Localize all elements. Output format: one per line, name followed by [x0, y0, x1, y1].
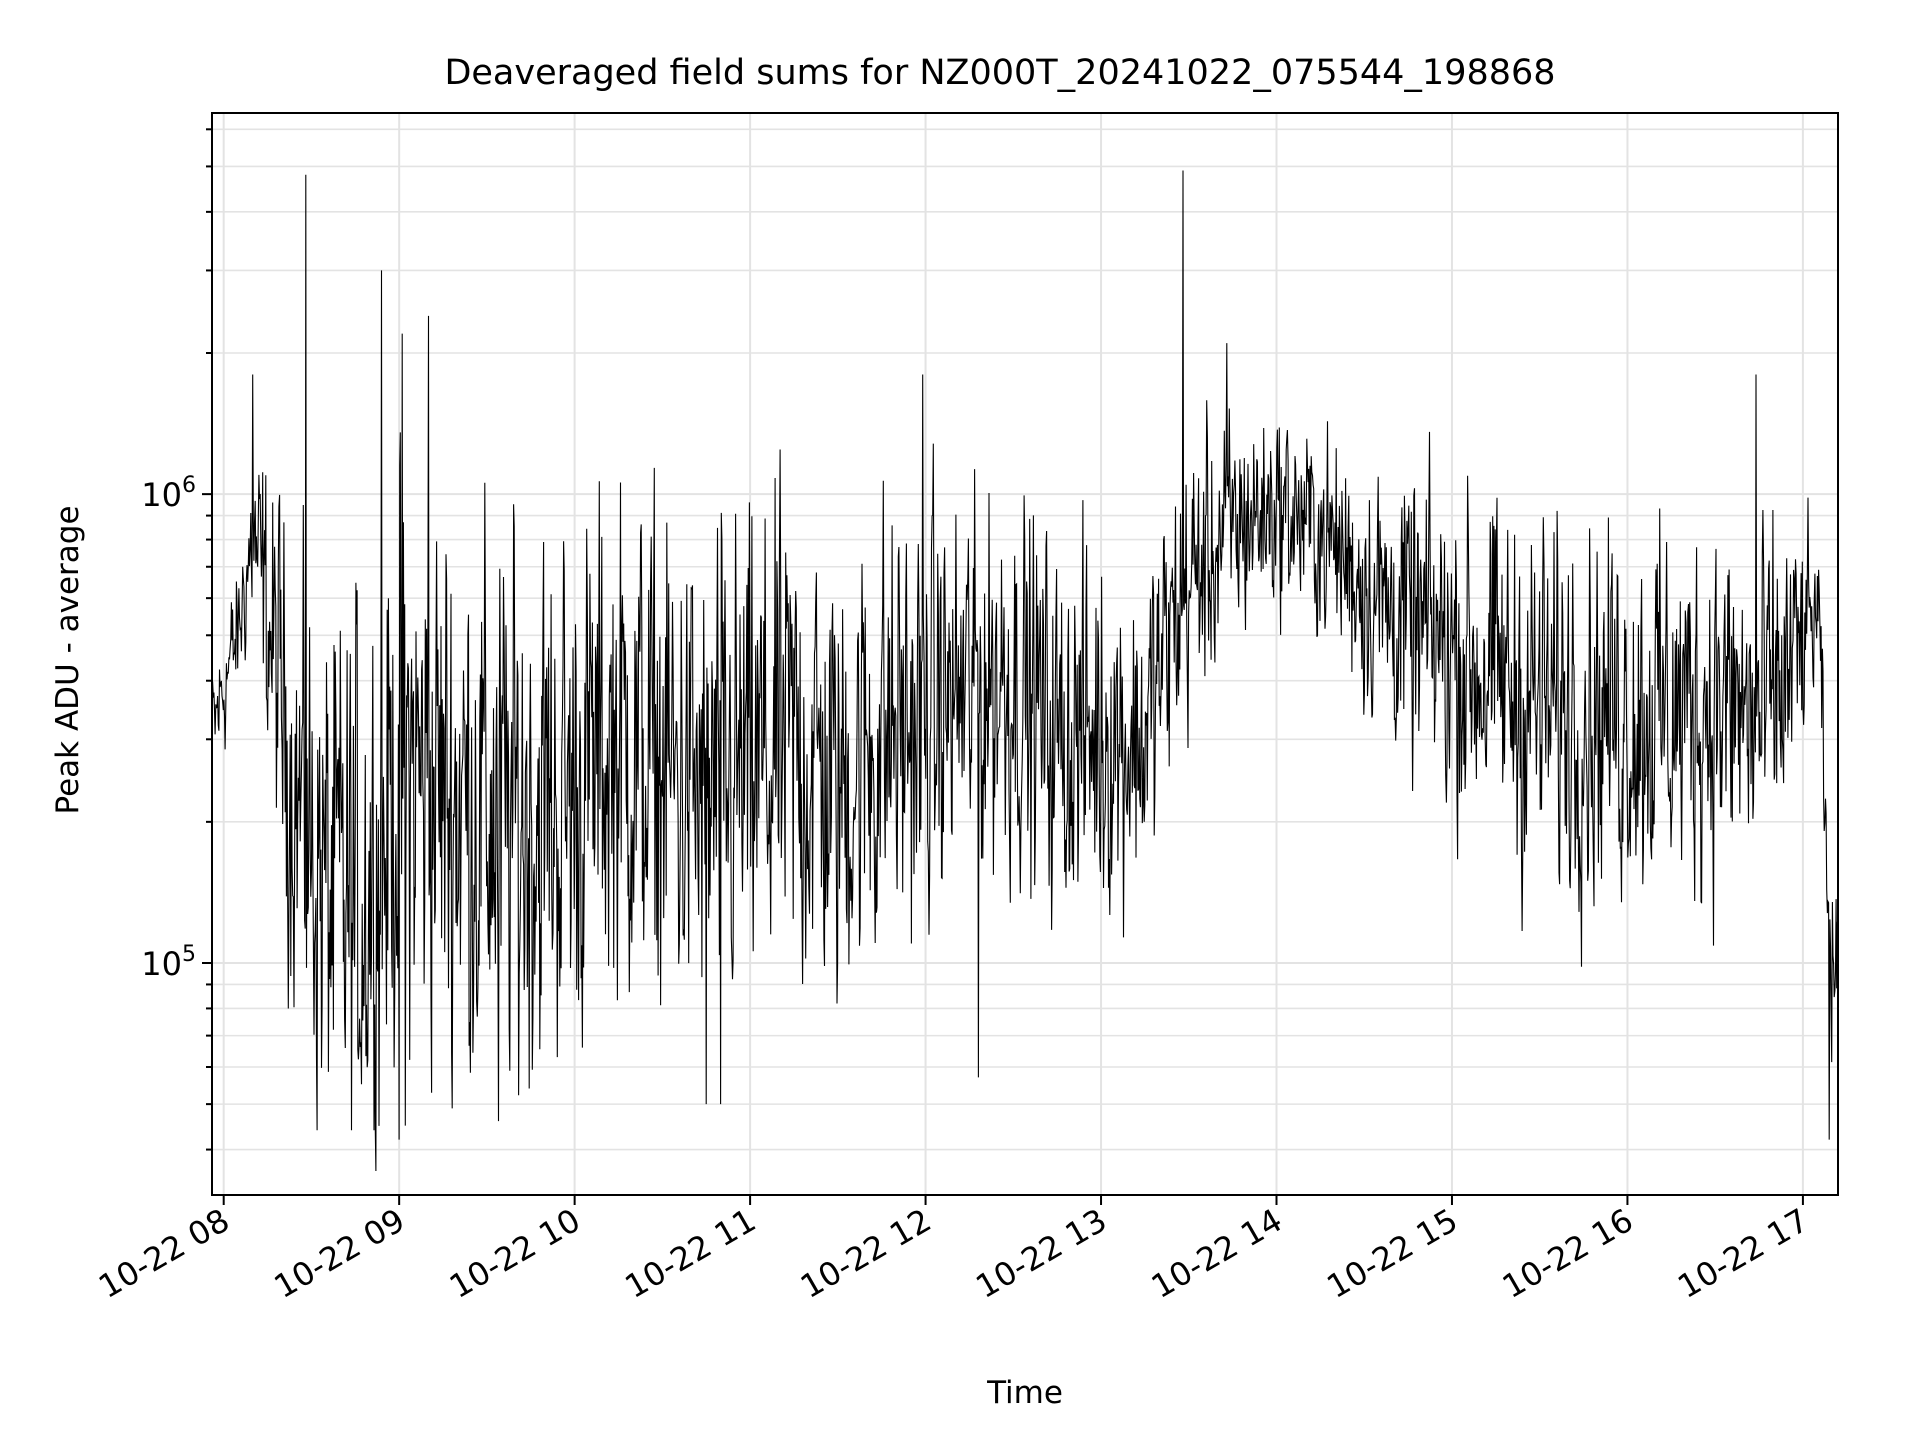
x-tick-label: 10-22 08 — [92, 1201, 236, 1306]
y-axis: 105 106 — [141, 128, 212, 1151]
y-axis-label: Peak ADU - average — [50, 505, 86, 814]
data-trace — [211, 170, 1839, 1172]
y-tick-label: 106 — [141, 473, 196, 514]
x-tick-label: 10-22 09 — [268, 1201, 412, 1306]
x-tick-label: 10-22 16 — [1496, 1201, 1640, 1306]
x-tick-label: 10-22 11 — [619, 1201, 763, 1306]
grid — [212, 113, 1838, 1195]
y-tick-label: 105 — [141, 942, 196, 983]
series-line — [211, 170, 1839, 1172]
x-tick-label: 10-22 12 — [794, 1201, 938, 1306]
x-tick-label: 10-22 13 — [969, 1201, 1113, 1306]
x-tick-label: 10-22 10 — [443, 1201, 587, 1306]
plot-frame — [211, 112, 1839, 1196]
x-axis-label: Time — [986, 1375, 1063, 1411]
x-axis: 10-22 08 10-22 09 10-22 10 10-22 11 10-22 12… — [92, 1195, 1815, 1306]
x-tick-label: 10-22 14 — [1145, 1201, 1289, 1306]
chart-title: Deaveraged field sums for NZ000T_2024102… — [444, 53, 1555, 93]
x-tick-label: 10-22 15 — [1320, 1201, 1464, 1306]
x-tick-label: 10-22 17 — [1671, 1201, 1815, 1306]
